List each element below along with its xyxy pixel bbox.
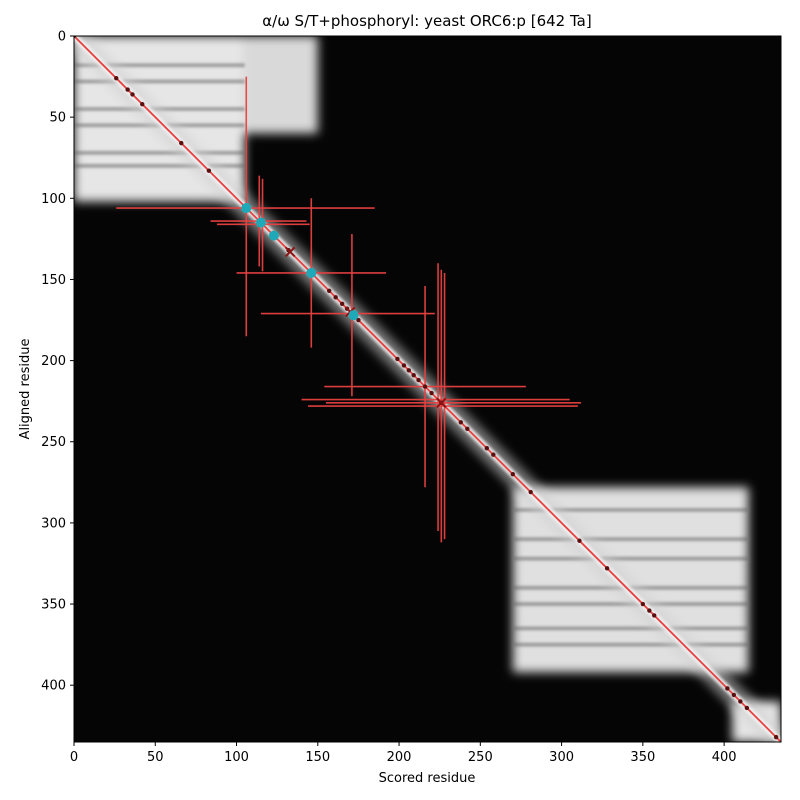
y-tick-label: 150 — [41, 273, 66, 288]
diagonal-point — [333, 295, 338, 300]
diagonal-point — [125, 87, 130, 92]
diagonal-point — [140, 101, 145, 107]
diagonal-point — [114, 75, 119, 81]
diagonal-point — [416, 377, 421, 383]
bright-block — [244, 36, 318, 134]
highlight-point — [268, 230, 279, 241]
x-tick-label: 50 — [147, 750, 164, 765]
diagonal-point — [773, 734, 779, 740]
y-tick-label: 200 — [41, 354, 66, 369]
diagonal-point — [744, 705, 750, 711]
diagonal-point — [484, 446, 490, 451]
plot-area — [74, 36, 781, 742]
diagonal-point — [206, 168, 212, 173]
y-axis: 0 50 100 150 200 250 300 350 400 — [41, 30, 74, 694]
diagonal-point — [731, 692, 737, 698]
y-tick-label: 100 — [41, 192, 66, 207]
diagonal-point — [411, 373, 416, 378]
diagonal-point — [339, 301, 345, 306]
diagonal-point — [725, 686, 730, 691]
x-tick-label: 200 — [387, 750, 412, 765]
band-stripe — [512, 642, 749, 647]
cross-marker — [284, 246, 296, 258]
chart-title: α/ω S/T+phosphoryl: yeast ORC6:p [642 Ta… — [262, 12, 591, 30]
x-axis: 0 50 100 150 200 250 300 350 400 — [70, 742, 737, 765]
plot-frame — [73, 35, 782, 743]
y-tick-label: 50 — [49, 111, 66, 126]
y-tick-label: 250 — [41, 435, 66, 450]
diagonal-point — [640, 601, 646, 607]
band-stripe — [74, 150, 245, 155]
diagonal-point — [458, 420, 464, 425]
highlight-point — [241, 203, 252, 214]
diagonal-point — [130, 92, 135, 97]
highlight-point — [255, 217, 266, 228]
diagonal-point — [326, 288, 332, 294]
highlight-point — [348, 310, 359, 321]
diagonal-point — [738, 699, 743, 704]
diagonal-point — [510, 472, 516, 477]
y-tick-label: 0 — [58, 30, 66, 45]
diagonal-point — [179, 140, 184, 146]
diagonal-point — [429, 390, 434, 396]
diagonal-point — [528, 489, 533, 495]
x-tick-label: 350 — [630, 750, 655, 765]
diagonal-point — [652, 613, 657, 618]
y-tick-label: 300 — [41, 516, 66, 531]
x-tick-label: 250 — [468, 750, 493, 765]
y-tick-label: 350 — [41, 598, 66, 613]
band-stripe — [74, 79, 245, 84]
x-tick-label: 300 — [549, 750, 574, 765]
x-axis-label: Scored residue — [379, 771, 476, 786]
cross-marker — [436, 397, 447, 409]
diagonal-point — [422, 384, 428, 389]
highlight-point — [306, 267, 317, 278]
x-tick-label: 150 — [305, 750, 330, 765]
band-stripe — [512, 507, 749, 512]
x-tick-label: 0 — [70, 750, 78, 765]
band-stripe — [512, 556, 749, 561]
diagonal-point — [577, 538, 582, 543]
diagonal-point — [356, 317, 361, 323]
diagonal-point — [406, 368, 412, 373]
y-tick-label: 400 — [41, 679, 66, 694]
band-stripe — [512, 626, 749, 631]
y-axis-label: Aligned residue — [18, 339, 33, 440]
x-tick-label: 100 — [224, 750, 249, 765]
diagonal-point — [604, 566, 610, 571]
diagonal-point — [647, 608, 652, 613]
band-stripe — [512, 537, 749, 542]
diagonal-point — [74, 36, 77, 39]
diagonal-point — [395, 356, 400, 362]
band-stripe — [74, 163, 245, 168]
band-stripe — [74, 63, 245, 68]
diagonal-point — [401, 363, 407, 368]
diagonal-point — [465, 426, 470, 431]
x-tick-label: 400 — [712, 750, 737, 765]
diagonal-line — [74, 36, 781, 742]
diagonal-point — [491, 452, 496, 457]
